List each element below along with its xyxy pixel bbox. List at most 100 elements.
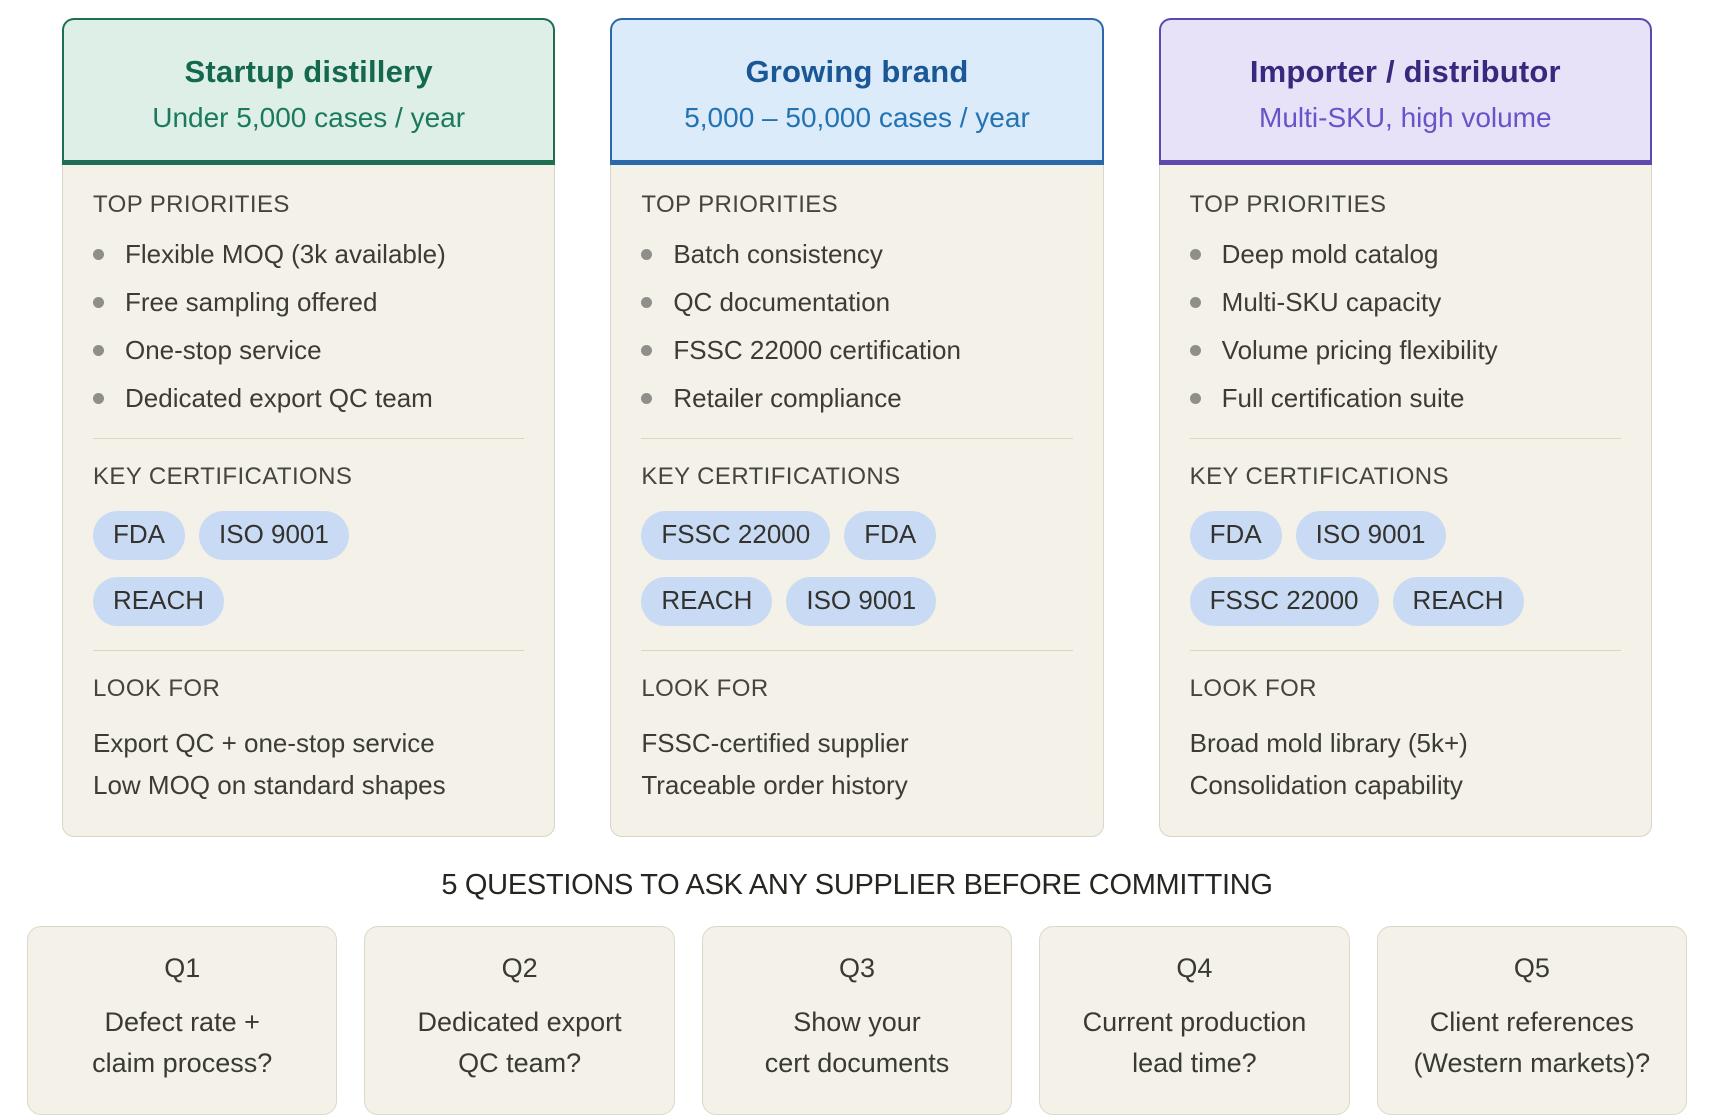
list-item: QC documentation	[641, 287, 1072, 318]
divider	[641, 438, 1073, 439]
bullet-dot-icon	[93, 393, 104, 404]
certification-badge: ISO 9001	[786, 577, 937, 626]
certification-badge: REACH	[641, 577, 773, 626]
look-for-label: LOOK FOR	[641, 675, 769, 702]
list-item: Dedicated export QC team	[93, 383, 524, 414]
certifications-label: KEY CERTIFICATIONS	[641, 463, 901, 490]
question-id: Q3	[839, 953, 876, 984]
certification-badge: FDA	[93, 511, 185, 560]
list-item: FSSC 22000 certification	[641, 335, 1072, 366]
look-for-text: Broad mold library (5k+)	[1189, 728, 1468, 758]
certification-badge: FSSC 22000	[641, 511, 831, 560]
question-card-q1: Q1 Defect rate + claim process?	[27, 926, 338, 1115]
bullet-dot-icon	[93, 297, 104, 308]
badge-row: REACH ISO 9001	[641, 577, 1072, 626]
priorities-list: Batch consistency QC documentation FSSC …	[641, 239, 1072, 414]
bullet-dot-icon	[1189, 393, 1201, 404]
divider	[641, 650, 1073, 651]
card-body: TOP PRIORITIES Deep mold catalog Multi-S…	[1158, 165, 1652, 838]
card-title: Growing brand	[745, 54, 969, 89]
question-text: Current production	[1082, 1007, 1307, 1038]
bullet-dot-icon	[641, 297, 653, 308]
question-text: QC team?	[458, 1048, 582, 1079]
priority-text: FSSC 22000 certification	[673, 335, 961, 365]
priority-text: Deep mold catalog	[1221, 239, 1439, 269]
bullet-dot-icon	[641, 393, 653, 404]
priority-text: Free sampling offered	[125, 287, 378, 317]
list-item: Full certification suite	[1189, 383, 1621, 414]
card-title: Startup distillery	[184, 54, 433, 89]
question-text: Show your	[793, 1007, 921, 1038]
divider	[93, 438, 525, 439]
bullet-dot-icon	[1189, 345, 1201, 356]
questions-section-title: 5 QUESTIONS TO ASK ANY SUPPLIER BEFORE C…	[441, 869, 1273, 902]
priority-text: Multi-SKU capacity	[1221, 287, 1442, 317]
badge-row: FDA ISO 9001	[1189, 511, 1621, 560]
bullet-dot-icon	[1189, 249, 1201, 260]
priority-text: One-stop service	[125, 335, 322, 365]
question-card-q2: Q2 Dedicated export QC team?	[364, 926, 675, 1115]
divider	[1189, 650, 1621, 651]
priorities-list: Flexible MOQ (3k available) Free samplin…	[93, 239, 524, 414]
look-for-label: LOOK FOR	[93, 675, 221, 702]
list-item: Deep mold catalog	[1189, 239, 1621, 270]
badge-row: FSSC 22000 REACH	[1189, 577, 1621, 626]
question-id: Q1	[164, 953, 201, 984]
priorities-label: TOP PRIORITIES	[641, 191, 839, 218]
question-text: cert documents	[764, 1048, 950, 1079]
certifications-label: KEY CERTIFICATIONS	[93, 463, 353, 490]
card-body: TOP PRIORITIES Batch consistency QC docu…	[610, 165, 1104, 838]
priority-text: Retailer compliance	[673, 383, 902, 413]
question-text: Client references	[1429, 1007, 1634, 1038]
question-card-q4: Q4 Current production lead time?	[1039, 926, 1350, 1115]
certification-badge: FDA	[1189, 511, 1282, 560]
list-item: Volume pricing flexibility	[1189, 335, 1621, 366]
look-for-text: Export QC + one-stop service	[93, 728, 435, 758]
list-item: Flexible MOQ (3k available)	[93, 239, 524, 270]
card-title: Importer / distributor	[1249, 54, 1561, 89]
look-for-text: Traceable order history	[641, 769, 908, 800]
question-text: Dedicated export	[417, 1007, 622, 1038]
certification-badge: ISO 9001	[1295, 511, 1446, 560]
priority-text: Dedicated export QC team	[125, 383, 433, 413]
list-item: Retailer compliance	[641, 383, 1072, 414]
list-item: Free sampling offered	[93, 287, 524, 318]
priority-text: Volume pricing flexibility	[1221, 335, 1498, 365]
card-subtitle: Under 5,000 cases / year	[152, 102, 466, 133]
persona-card-importer-distributor: Importer / distributor Multi-SKU, high v…	[1158, 18, 1652, 838]
certification-badge: REACH	[93, 577, 225, 626]
question-id: Q5	[1513, 953, 1550, 984]
question-text: (Western markets)?	[1413, 1048, 1651, 1079]
card-header: Importer / distributor Multi-SKU, high v…	[1158, 18, 1652, 165]
card-body: TOP PRIORITIES Flexible MOQ (3k availabl…	[62, 165, 556, 838]
card-header: Startup distillery Under 5,000 cases / y…	[62, 18, 556, 165]
question-card-q5: Q5 Client references (Western markets)?	[1376, 926, 1688, 1115]
persona-card-growing-brand: Growing brand 5,000 – 50,000 cases / yea…	[610, 18, 1104, 838]
question-text: claim process?	[92, 1048, 273, 1079]
priorities-list: Deep mold catalog Multi-SKU capacity Vol…	[1189, 239, 1621, 414]
question-id: Q4	[1176, 953, 1213, 984]
card-subtitle: 5,000 – 50,000 cases / year	[684, 102, 1030, 133]
priorities-label: TOP PRIORITIES	[93, 191, 290, 218]
priority-text: QC documentation	[673, 287, 891, 317]
question-id: Q2	[501, 953, 538, 984]
look-for-text: FSSC-certified supplier	[641, 728, 909, 758]
look-for-text: Consolidation capability	[1189, 769, 1463, 800]
look-for-text: Low MOQ on standard shapes	[93, 769, 446, 800]
question-card-q3: Q3 Show your cert documents	[701, 926, 1013, 1115]
badge-row: FSSC 22000 FDA	[641, 511, 1072, 560]
priority-text: Batch consistency	[673, 239, 883, 269]
bullet-dot-icon	[93, 345, 104, 356]
questions-row: Q1 Defect rate + claim process? Q2 Dedic…	[0, 926, 1714, 1115]
certification-badge: REACH	[1392, 577, 1524, 626]
certification-badge: FSSC 22000	[1189, 577, 1379, 626]
bullet-dot-icon	[641, 249, 653, 260]
certification-badge: ISO 9001	[199, 511, 349, 560]
question-text: lead time?	[1132, 1048, 1257, 1079]
priority-text: Flexible MOQ (3k available)	[125, 239, 446, 269]
certifications-label: KEY CERTIFICATIONS	[1189, 463, 1449, 490]
card-subtitle: Multi-SKU, high volume	[1259, 102, 1552, 133]
divider	[1189, 438, 1621, 439]
bullet-dot-icon	[1189, 297, 1201, 308]
look-for-label: LOOK FOR	[1189, 675, 1317, 702]
